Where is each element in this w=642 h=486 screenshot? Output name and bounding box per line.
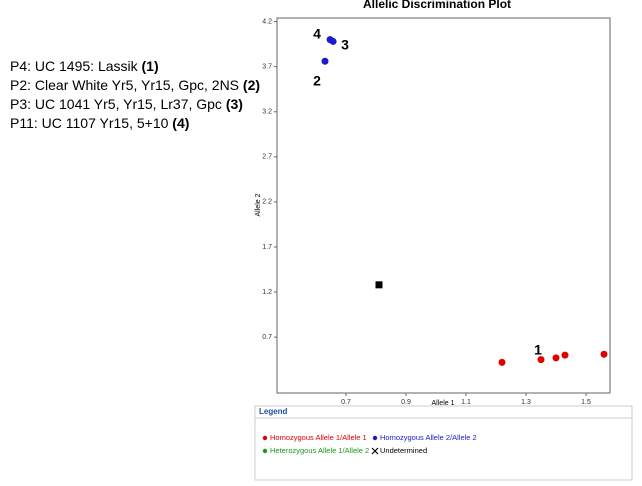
- note-text: P3: UC 1041 Yr5, Yr15, Lr37, Gpc: [10, 96, 226, 112]
- legend-marker: [262, 435, 268, 441]
- note-bold: (2): [243, 77, 260, 93]
- legend-marker: [372, 435, 378, 441]
- point: [321, 57, 329, 65]
- x-tick-label: 1.3: [521, 399, 531, 406]
- point-annotation: 2: [313, 73, 321, 89]
- point: [600, 350, 608, 358]
- note-text: P2: Clear White Yr5, Yr15, Gpc, 2NS: [10, 77, 239, 93]
- point: [375, 281, 383, 289]
- x-tick-label: 1.1: [461, 399, 471, 406]
- legend-box: [254, 405, 633, 481]
- plot-frame: [276, 17, 611, 394]
- y-tick-label: 2.7: [262, 154, 272, 161]
- y-tick-label: 0.7: [262, 334, 272, 341]
- point: [561, 351, 569, 359]
- y-tick-label: 1.2: [262, 289, 272, 296]
- point-annotation: 1: [534, 342, 542, 358]
- note-text: P11: UC 1107 Yr15, 5+10: [10, 115, 172, 131]
- legend-label: Undetermined: [380, 446, 427, 455]
- note: P3: UC 1041 Yr5, Yr15, Lr37, Gpc (3): [10, 96, 243, 112]
- note-bold: (4): [172, 115, 189, 131]
- y-tick-label: 2.2: [262, 199, 272, 206]
- legend-marker: [262, 448, 268, 454]
- note: P4: UC 1495: Lassik (1): [10, 58, 159, 74]
- chart-title: Allelic Discrimination Plot: [363, 0, 511, 11]
- y-tick-label: 4.2: [262, 18, 272, 25]
- point: [552, 354, 560, 362]
- point-annotation: 3: [341, 37, 349, 53]
- x-tick-label: 1.5: [581, 399, 591, 406]
- legend-label: Heterozygous Allele 1/Allele 2: [270, 446, 369, 455]
- x-tick-label: 0.9: [401, 399, 411, 406]
- x-tick-label: 0.7: [341, 399, 351, 406]
- note-bold: (1): [142, 58, 159, 74]
- point: [537, 356, 545, 364]
- x-axis-label: Allele 1: [432, 400, 455, 407]
- point-annotation: 4: [313, 26, 321, 42]
- legend-label: Homozygous Allele 2/Allele 2: [380, 433, 477, 442]
- note-bold: (3): [226, 96, 243, 112]
- point: [498, 358, 506, 366]
- point: [329, 37, 337, 45]
- legend-label: Homozygous Allele 1/Allele 1: [270, 433, 367, 442]
- y-tick-label: 1.7: [262, 244, 272, 251]
- note-text: P4: UC 1495: Lassik: [10, 58, 139, 74]
- legend-title: Legend: [259, 407, 288, 416]
- y-tick-label: 3.7: [262, 64, 272, 71]
- y-axis-label: Allele 2: [255, 193, 262, 216]
- y-tick-label: 3.2: [262, 109, 272, 116]
- note: P11: UC 1107 Yr15, 5+10 (4): [10, 115, 189, 131]
- legend-marker: [371, 447, 379, 455]
- note: P2: Clear White Yr5, Yr15, Gpc, 2NS (2): [10, 77, 260, 93]
